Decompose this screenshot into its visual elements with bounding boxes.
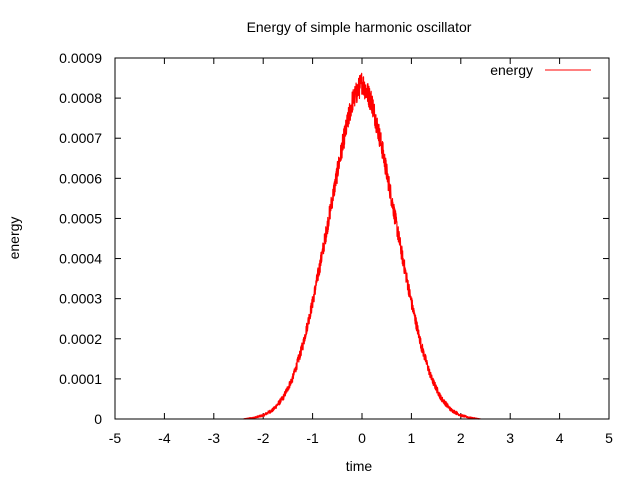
- y-tick-label: 0.0004: [59, 251, 102, 267]
- y-tick-label: 0.0005: [59, 210, 102, 226]
- y-tick-label: 0.0009: [59, 50, 102, 66]
- x-tick-label: 4: [556, 430, 564, 446]
- x-tick-label: 0: [358, 430, 366, 446]
- plot-frame: [114, 57, 610, 420]
- y-tick-label: 0: [94, 411, 102, 427]
- y-tick-label: 0.0002: [59, 331, 102, 347]
- y-tick-label: 0.0003: [59, 291, 102, 307]
- legend-entry-energy: energy: [490, 62, 533, 78]
- x-tick-label: -3: [208, 430, 221, 446]
- y-tick-label: 0.0008: [59, 90, 102, 106]
- y-tick-label: 0.0006: [59, 170, 102, 186]
- x-axis-label: time: [346, 458, 373, 474]
- y-tick-label: 0.0001: [59, 371, 102, 387]
- y-tick-label: 0.0007: [59, 130, 102, 146]
- x-tick-label: 2: [457, 430, 465, 446]
- x-tick-label: -2: [257, 430, 270, 446]
- series-line-energy: [243, 72, 481, 420]
- x-tick-label: -4: [158, 430, 171, 446]
- x-tick-label: -1: [306, 430, 319, 446]
- series-layer: [243, 72, 481, 420]
- x-tick-label: 5: [605, 430, 613, 446]
- legend: energy: [490, 62, 591, 78]
- x-tick-label: 3: [506, 430, 514, 446]
- y-axis-label: energy: [6, 217, 22, 260]
- axis-ticks: [114, 57, 610, 420]
- x-tick-label: -5: [109, 430, 122, 446]
- chart-title: Energy of simple harmonic oscillator: [247, 19, 472, 35]
- x-tick-label: 1: [408, 430, 416, 446]
- axis-tick-labels: -5 -4 -3 -2 -1 0 1 2 3 4 5 0 0.0001 0.0002 0.0003 0.000…: [59, 50, 613, 446]
